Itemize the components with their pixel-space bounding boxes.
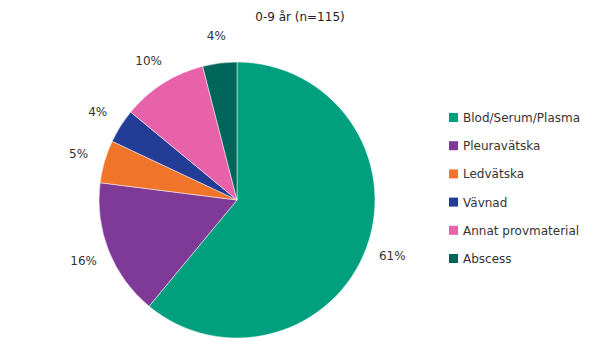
- data-label: 4%: [207, 29, 226, 43]
- data-label: 4%: [88, 105, 107, 119]
- legend-swatch: [449, 198, 458, 207]
- legend-label: Abscess: [463, 252, 512, 266]
- data-label: 16%: [70, 254, 97, 268]
- slice: [203, 62, 237, 200]
- slice: [99, 183, 237, 307]
- legend-swatch: [449, 226, 458, 235]
- data-label: 5%: [69, 147, 88, 161]
- data-label: 61%: [379, 249, 406, 263]
- legend-swatch: [449, 113, 458, 122]
- slices: [99, 62, 375, 338]
- chart-container: 0-9 år (n=115) 61% 16% 5% 4% 10% 4% Blod/Serum/…: [0, 0, 605, 355]
- legend-label: Pleuravätska: [463, 139, 540, 153]
- legend-swatch: [449, 141, 458, 150]
- legend-swatch: [449, 169, 458, 178]
- legend-label: Vävnad: [463, 196, 507, 210]
- legend-swatch: [449, 254, 458, 263]
- data-label: 10%: [135, 54, 162, 68]
- title: 0-9 år (n=115): [255, 10, 344, 24]
- legend: Blod/Serum/Plasma Pleuravätska Ledvätska Vä…: [449, 111, 580, 266]
- chart: 0-9 år (n=115) 61% 16% 5% 4% 10% 4% Blod/Serum/…: [0, 0, 605, 355]
- legend-label: Blod/Serum/Plasma: [463, 111, 580, 125]
- legend-label: Annat provmaterial: [463, 224, 579, 238]
- legend-label: Ledvätska: [463, 167, 524, 181]
